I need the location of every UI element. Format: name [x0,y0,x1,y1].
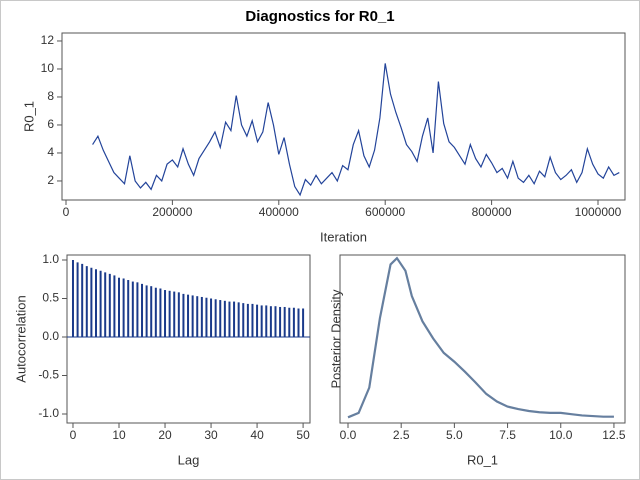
y-tick-label: 6 [47,117,54,131]
x-tick-label: 200000 [152,205,192,219]
plot-frame [339,254,626,424]
y-tick-label: -0.5 [38,368,59,382]
y-tick-label: 8 [47,89,54,103]
y-axis-label: Posterior Density [328,289,343,388]
x-tick-label: 0 [63,205,70,219]
x-tick-label: 5.0 [446,428,463,442]
y-axis-label: Autocorrelation [13,295,28,382]
x-tick-label: 600000 [365,205,405,219]
y-tick-label: 0.0 [42,329,59,343]
x-tick-label: 1000000 [575,205,622,219]
x-tick-label: 0.0 [340,428,357,442]
x-tick-label: 50 [296,428,310,442]
y-tick-label: 2 [47,173,54,187]
data-line [92,63,620,197]
x-tick-label: 20 [158,428,172,442]
plot-frame [61,32,626,201]
data-line [347,256,614,419]
x-axis-label: R0_1 [467,452,498,467]
y-tick-label: 4 [47,145,54,159]
x-tick-label: 10 [112,428,126,442]
x-axis-label: Lag [178,452,200,467]
x-tick-label: 40 [250,428,264,442]
x-tick-label: 10.0 [549,428,573,442]
x-tick-label: 400000 [259,205,299,219]
x-tick-label: 2.5 [393,428,410,442]
x-tick-label: 800000 [472,205,512,219]
y-tick-label: 12 [41,33,55,47]
y-axis-label: R0_1 [21,101,36,132]
x-tick-label: 12.5 [602,428,626,442]
y-tick-label: 1.0 [42,252,59,266]
y-tick-label: -1.0 [38,406,59,420]
y-tick-label: 0.5 [42,291,59,305]
x-axis-label: Iteration [320,229,367,244]
y-tick-label: 10 [41,61,55,75]
x-tick-label: 0 [70,428,77,442]
plot-frame [66,254,311,424]
panel-title: Diagnostics for R0_1 [245,8,394,25]
x-tick-label: 7.5 [499,428,516,442]
x-tick-label: 30 [204,428,218,442]
